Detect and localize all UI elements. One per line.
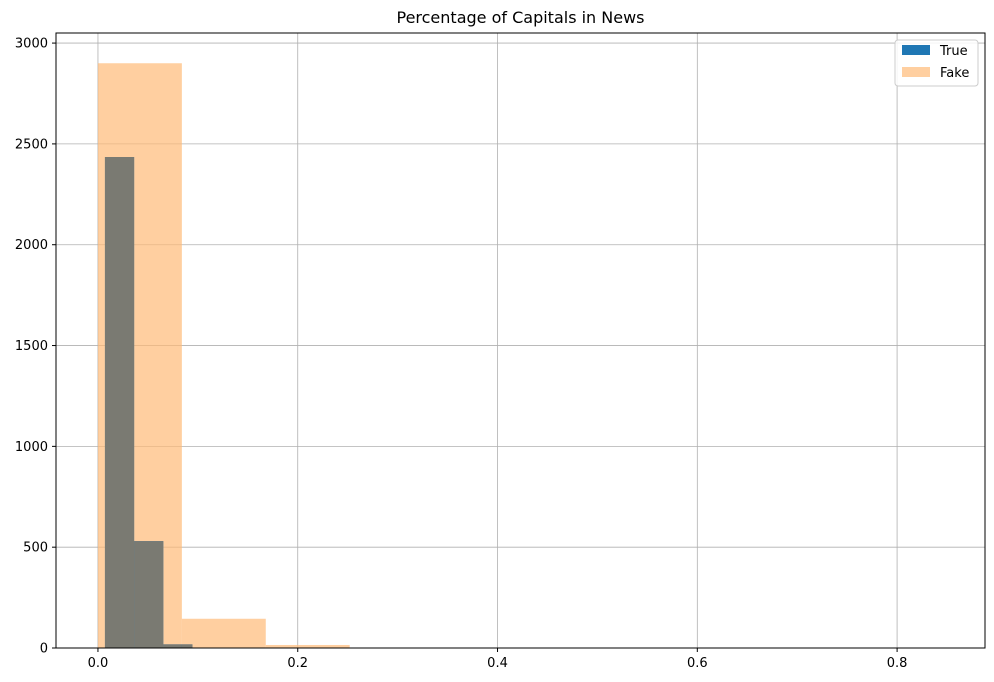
x-tick-label: 0.4 (487, 656, 508, 671)
y-tick-label: 1500 (15, 339, 48, 354)
chart-title: Percentage of Capitals in News (396, 8, 644, 27)
y-tick-label: 0 (40, 642, 48, 657)
x-tick-label: 0.0 (88, 656, 109, 671)
bar-fake (265, 644, 350, 648)
y-tick-label: 2000 (15, 238, 48, 253)
overlap-bars (104, 157, 193, 649)
legend-label-true: True (939, 44, 968, 59)
bar-fake (181, 618, 266, 648)
x-axis-ticks: 0.0 0.2 0.4 0.6 0.8 (88, 648, 908, 671)
legend-swatch-true (902, 45, 930, 55)
x-tick-label: 0.6 (687, 656, 708, 671)
legend: True Fake (894, 39, 979, 87)
y-tick-label: 3000 (15, 37, 48, 52)
y-tick-label: 500 (23, 541, 48, 556)
legend-swatch-fake (902, 67, 930, 77)
y-axis-ticks: 0 500 1000 1500 2000 2500 3000 (15, 37, 56, 657)
legend-label-fake: Fake (940, 66, 969, 81)
y-tick-label: 2500 (15, 137, 48, 152)
grid-layer (56, 33, 985, 649)
y-tick-label: 1000 (15, 440, 48, 455)
x-tick-label: 0.2 (287, 656, 308, 671)
x-tick-label: 0.8 (887, 656, 908, 671)
plot-frame (55, 32, 986, 649)
bar-overlap (163, 644, 182, 648)
bar-overlap (134, 541, 164, 648)
bar-overlap (181, 644, 193, 648)
bar-overlap (104, 157, 135, 649)
